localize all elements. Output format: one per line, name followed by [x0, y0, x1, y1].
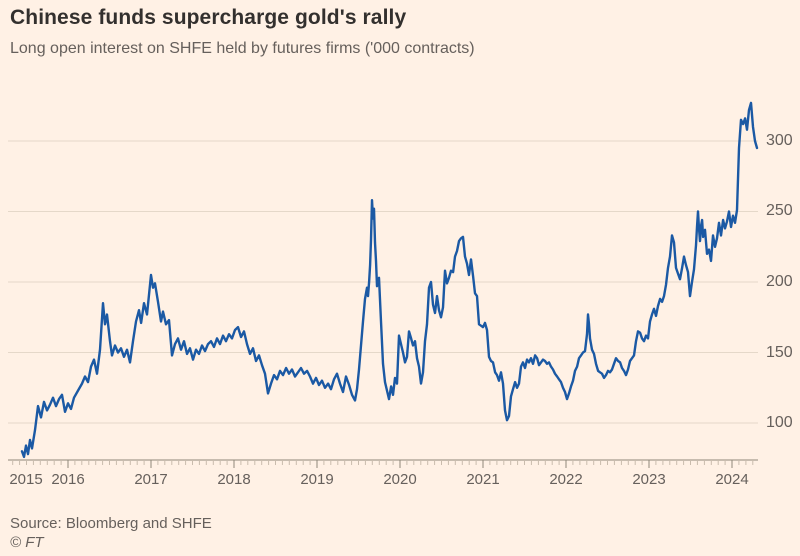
x-axis-label: 2021	[466, 471, 500, 488]
x-axis-label: 2016	[51, 471, 85, 488]
page-title: Chinese funds supercharge gold's rally	[10, 6, 407, 29]
y-axis-label: 100	[766, 414, 793, 431]
x-axis-label: 2022	[549, 471, 583, 488]
y-axis-label: 300	[766, 132, 793, 149]
x-axis-label: 2024	[715, 471, 749, 488]
x-axis-label: 2019	[300, 471, 334, 488]
source-label: Source: Bloomberg and SHFE	[10, 515, 212, 532]
y-axis-label: 250	[766, 202, 793, 219]
y-axis-label: 200	[766, 273, 793, 290]
y-axis-label: 150	[766, 344, 793, 361]
data-line	[20, 101, 759, 459]
x-axis-label: 2015	[9, 471, 43, 488]
x-axis-label: 2020	[383, 471, 417, 488]
x-axis-label: 2018	[217, 471, 251, 488]
page-subtitle: Long open interest on SHFE held by futur…	[10, 40, 475, 57]
x-axis-label: 2023	[632, 471, 666, 488]
x-axis-label: 2017	[134, 471, 168, 488]
ft-copyright: © FT	[10, 534, 44, 551]
